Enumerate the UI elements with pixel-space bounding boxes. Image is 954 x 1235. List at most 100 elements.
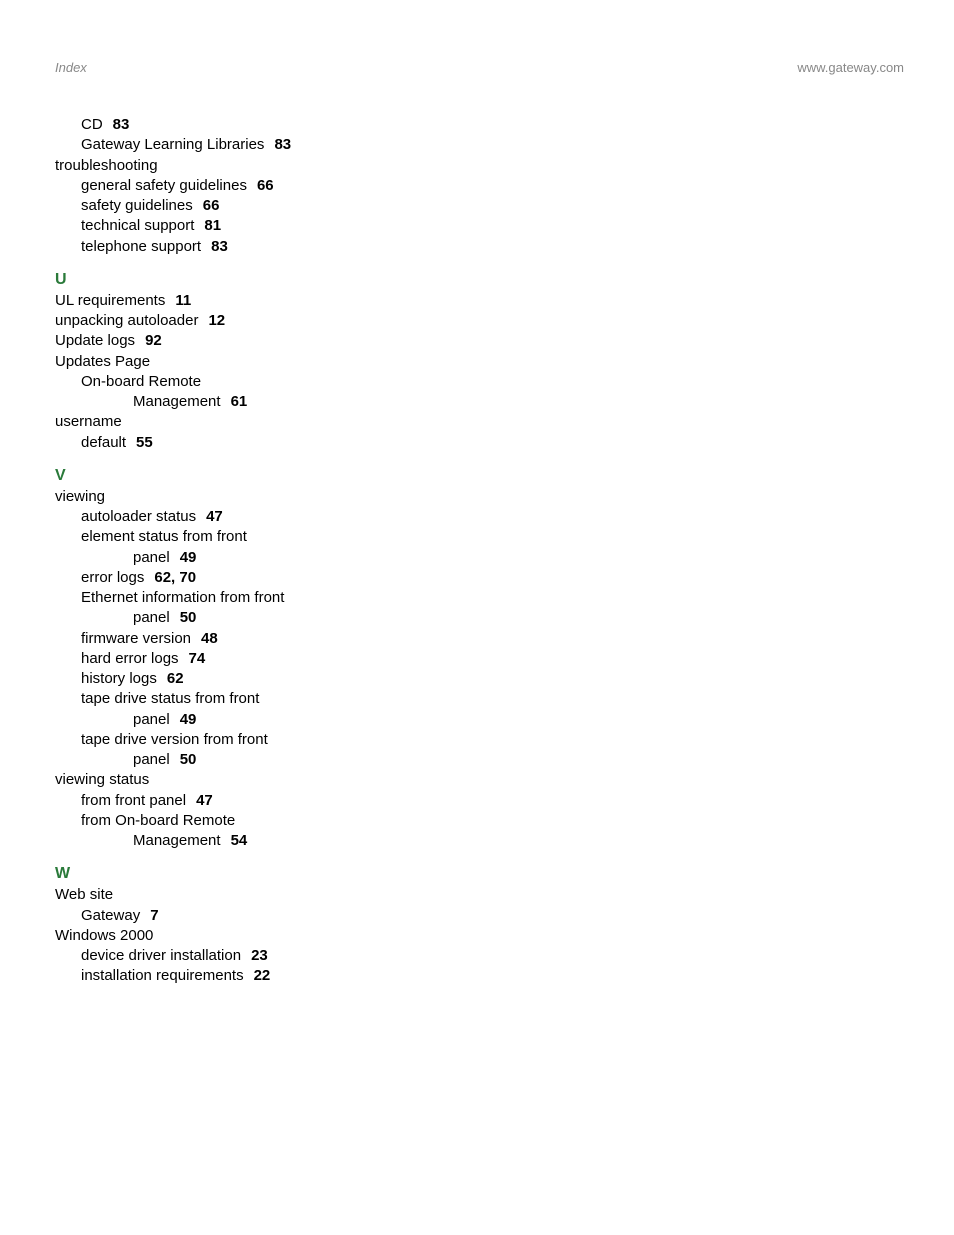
entry-page: 83 xyxy=(274,136,291,153)
entry-text: username xyxy=(55,413,122,430)
entry-text: viewing xyxy=(55,488,105,505)
entry-text: firmware version xyxy=(81,630,191,647)
entry-text: viewing status xyxy=(55,771,149,788)
entry-page: 11 xyxy=(175,292,191,309)
index-content: CD83Gateway Learning Libraries83troubles… xyxy=(55,115,395,987)
entry-text: UL requirements xyxy=(55,292,165,309)
entry-text: telephone support xyxy=(81,238,201,255)
entry-page: 12 xyxy=(208,312,225,329)
entry-text: error logs xyxy=(81,569,144,586)
entry-text: installation requirements xyxy=(81,967,244,984)
index-entry: safety guidelines 66 xyxy=(55,196,395,216)
index-entry: On-board Remote xyxy=(55,372,395,392)
entry-page: 55 xyxy=(136,434,153,451)
entry-text: Management xyxy=(133,393,221,410)
entry-page: 66 xyxy=(203,197,220,214)
entry-text: from front panel xyxy=(81,792,186,809)
entry-page: 66 xyxy=(257,177,274,194)
entry-page: 47 xyxy=(206,508,223,525)
entry-text: safety guidelines xyxy=(81,197,193,214)
index-entry: default 55 xyxy=(55,433,395,453)
index-entry: tape drive status from front xyxy=(55,689,395,709)
index-entry: username xyxy=(55,412,395,432)
index-entry: unpacking autoloader 12 xyxy=(55,311,395,331)
entry-text: Windows 2000 xyxy=(55,927,153,944)
entry-page: 49 xyxy=(180,549,197,566)
entry-text: from On-board Remote xyxy=(81,812,235,829)
index-entry: panel 49 xyxy=(55,710,395,730)
index-entry: from On-board Remote xyxy=(55,811,395,831)
entry-page: 7 xyxy=(150,907,158,924)
entry-text: device driver installation xyxy=(81,947,241,964)
header-right: www.gateway.com xyxy=(797,60,904,75)
index-entry: hard error logs74 xyxy=(55,649,395,669)
entry-page: 92 xyxy=(145,332,162,349)
section-letter: V xyxy=(55,467,395,485)
index-entry: Management 61 xyxy=(55,392,395,412)
index-entry: viewing status xyxy=(55,770,395,790)
entry-text: tape drive status from front xyxy=(81,690,259,707)
entry-page: 47 xyxy=(196,792,213,809)
index-entry: panel 50 xyxy=(55,750,395,770)
entry-text: panel xyxy=(133,711,170,728)
index-entry: panel 50 xyxy=(55,608,395,628)
entry-text: history logs xyxy=(81,670,157,687)
entry-text: default xyxy=(81,434,126,451)
entry-text: unpacking autoloader xyxy=(55,312,198,329)
index-entry: Management 54 xyxy=(55,831,395,851)
entry-page: 54 xyxy=(231,832,248,849)
entry-page: 49 xyxy=(180,711,197,728)
index-entry: device driver installation 23 xyxy=(55,946,395,966)
entry-text: panel xyxy=(133,609,170,626)
index-entry: Gateway 7 xyxy=(55,906,395,926)
entry-text: autoloader status xyxy=(81,508,196,525)
index-entry: from front panel 47 xyxy=(55,791,395,811)
index-entry: Update logs 92 xyxy=(55,331,395,351)
entry-page: 61 xyxy=(231,393,248,410)
entry-text: troubleshooting xyxy=(55,157,158,174)
index-entry: technical support 81 xyxy=(55,216,395,236)
index-entry: Gateway Learning Libraries83 xyxy=(55,135,395,155)
entry-text: panel xyxy=(133,751,170,768)
entry-text: hard error logs xyxy=(81,650,179,667)
index-entry: element status from front xyxy=(55,527,395,547)
index-entry: Windows 2000 xyxy=(55,926,395,946)
entry-text: Update logs xyxy=(55,332,135,349)
header-left: Index xyxy=(55,60,87,75)
entry-page: 48 xyxy=(201,630,218,647)
entry-text: CD xyxy=(81,116,103,133)
entry-text: Updates Page xyxy=(55,353,150,370)
entry-text: general safety guidelines xyxy=(81,177,247,194)
entry-page: 83 xyxy=(113,116,130,133)
index-entry: autoloader status 47 xyxy=(55,507,395,527)
entry-text: panel xyxy=(133,549,170,566)
entry-page: 50 xyxy=(180,609,197,626)
index-entry: troubleshooting xyxy=(55,156,395,176)
entry-text: Management xyxy=(133,832,221,849)
section-letter: W xyxy=(55,865,395,883)
entry-text: technical support xyxy=(81,217,194,234)
section-letter: U xyxy=(55,271,395,289)
entry-page: 62 xyxy=(167,670,184,687)
index-entry: CD 83 xyxy=(55,115,395,135)
index-entry: error logs 62, 70 xyxy=(55,568,395,588)
entry-page: 83 xyxy=(211,238,228,255)
index-entry: general safety guidelines 66 xyxy=(55,176,395,196)
entry-text: On-board Remote xyxy=(81,373,201,390)
entry-text: tape drive version from front xyxy=(81,731,268,748)
entry-page: 50 xyxy=(180,751,197,768)
index-entry: history logs 62 xyxy=(55,669,395,689)
index-entry: panel 49 xyxy=(55,548,395,568)
entry-page: 62, 70 xyxy=(154,569,196,586)
entry-text: element status from front xyxy=(81,528,247,545)
index-entry: UL requirements 11 xyxy=(55,291,395,311)
index-entry: Updates Page xyxy=(55,352,395,372)
entry-page: 23 xyxy=(251,947,268,964)
entry-text: Ethernet information from front xyxy=(81,589,284,606)
entry-page: 81 xyxy=(204,217,221,234)
index-entry: firmware version 48 xyxy=(55,629,395,649)
index-entry: viewing xyxy=(55,487,395,507)
index-entry: telephone support 83 xyxy=(55,237,395,257)
entry-page: 22 xyxy=(254,967,271,984)
entry-text: Gateway xyxy=(81,907,140,924)
